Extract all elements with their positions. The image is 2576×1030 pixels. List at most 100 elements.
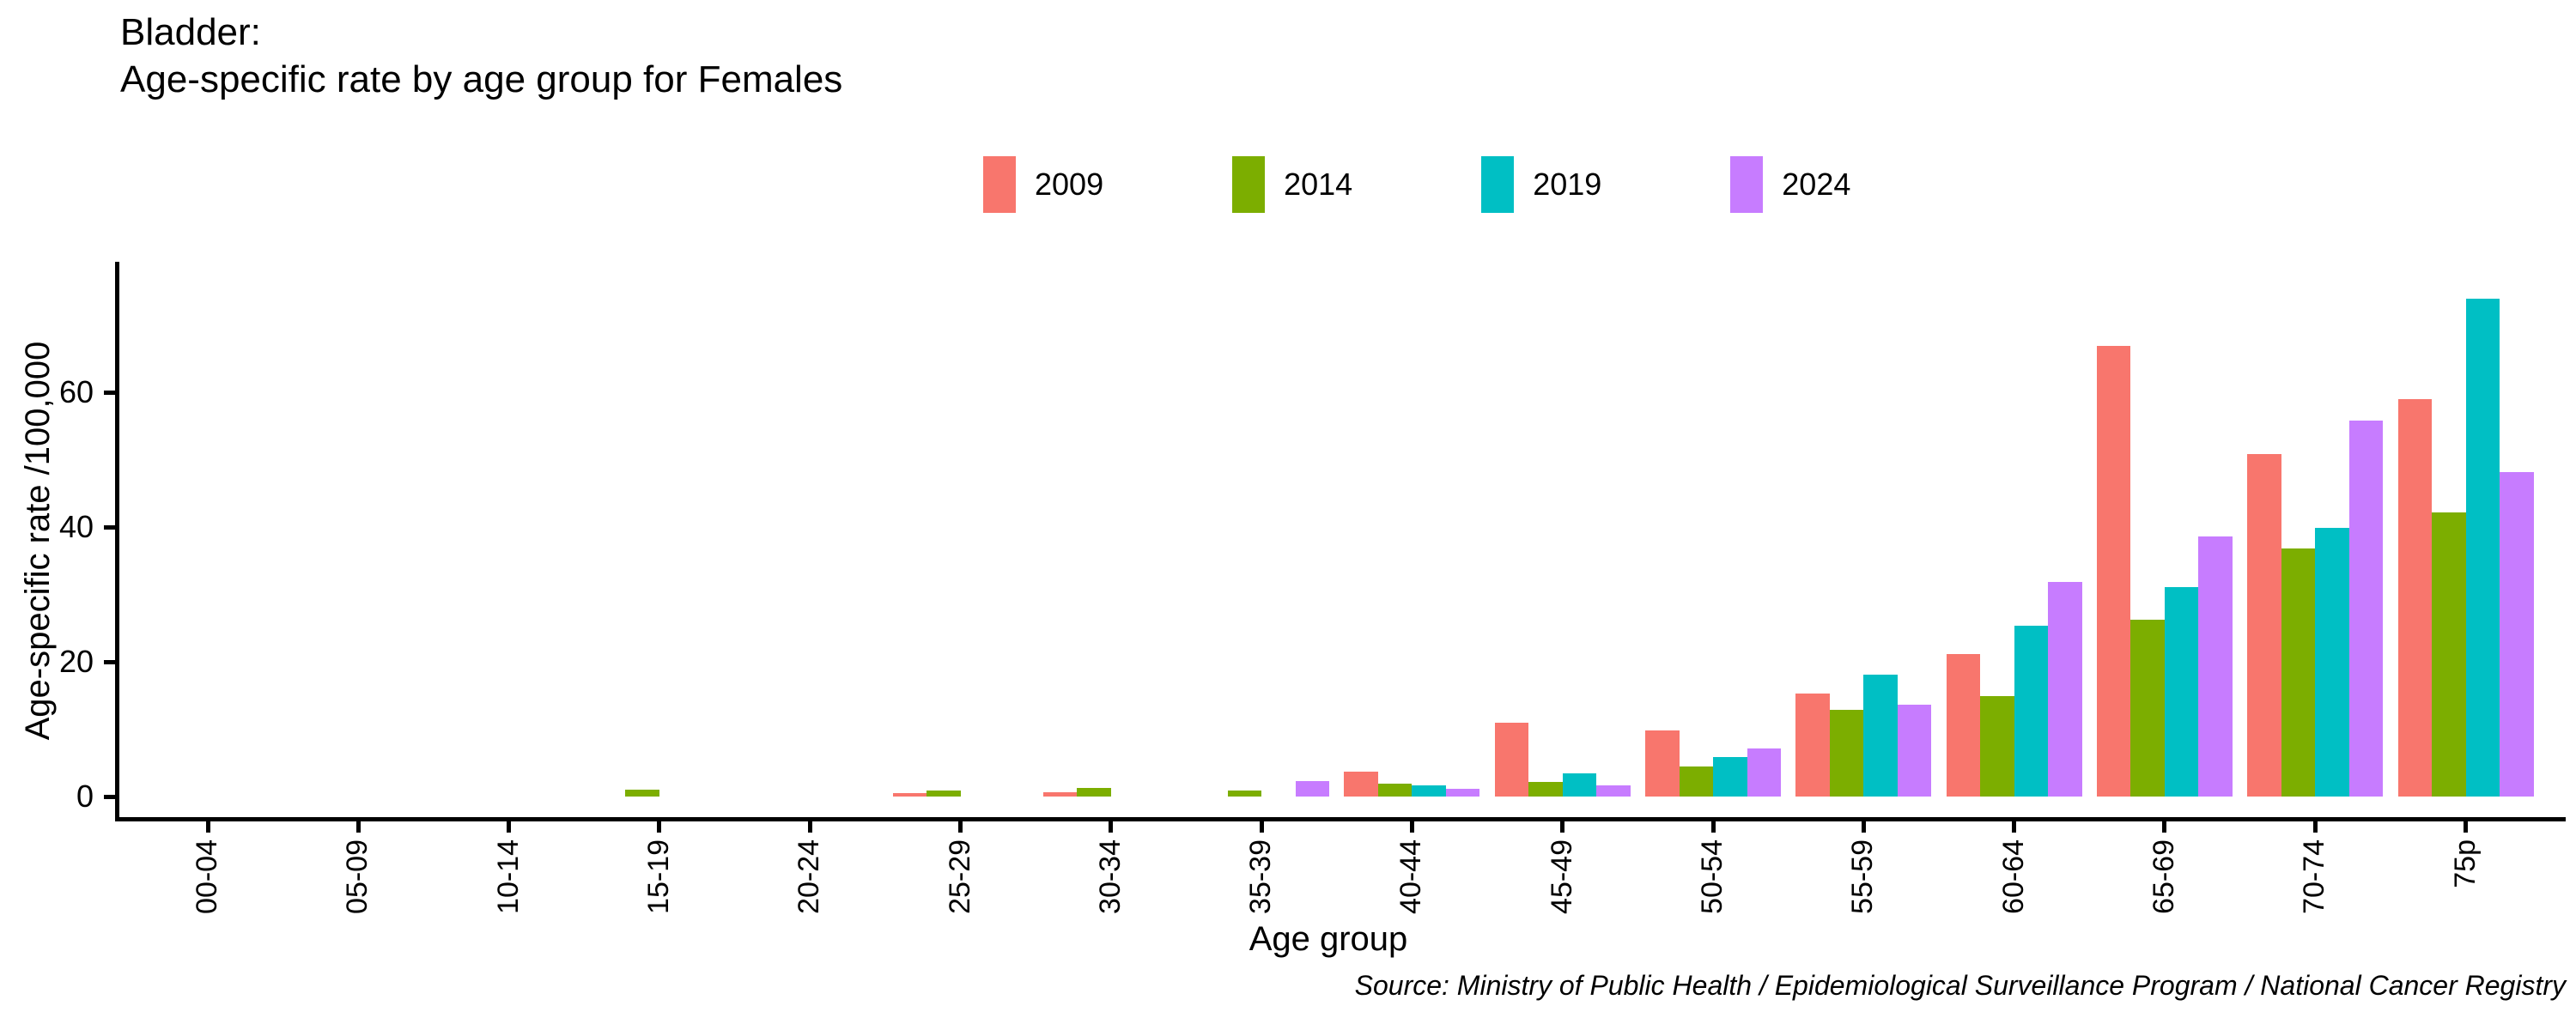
x-tick-label: 75p: [2448, 839, 2482, 888]
bar: [2432, 512, 2466, 797]
y-tick-label: 20: [58, 644, 94, 679]
y-tick-label: 0: [76, 779, 94, 814]
x-tick-label: 70-74: [2298, 839, 2331, 914]
x-tick-label: 35-39: [1244, 839, 1278, 914]
bar: [2247, 454, 2281, 797]
x-tick-mark: [657, 821, 662, 833]
bar: [1713, 757, 1747, 797]
bar: [1377, 784, 1413, 797]
bar: [2315, 527, 2349, 797]
bar: [2130, 619, 2165, 797]
x-tick-label: 00-04: [191, 839, 223, 914]
x-tick-mark: [807, 821, 812, 833]
x-tick-label: 60-64: [1996, 839, 2030, 914]
x-tick-mark: [1409, 821, 1414, 833]
bar: [1747, 748, 1781, 797]
legend-swatch-icon: [1232, 156, 1266, 213]
x-tick-mark: [1861, 821, 1866, 833]
bar: [2397, 398, 2432, 797]
x-tick-label: 05-09: [341, 839, 374, 914]
x-tick-label: 10-14: [491, 839, 525, 914]
bar: [2164, 586, 2199, 797]
bar: [927, 790, 961, 797]
bar: [2465, 298, 2500, 797]
bar: [2048, 581, 2082, 797]
legend: 2009 2014 2019 2024: [983, 156, 1850, 213]
bar: [1412, 785, 1446, 797]
source-credit: Source: Ministry of Public Health / Epid…: [1354, 970, 2566, 1001]
bar: [1077, 787, 1111, 797]
chart-title: Bladder: Age-specific rate by age group …: [120, 9, 842, 103]
bar: [1295, 780, 1330, 797]
x-tick-mark: [205, 821, 210, 833]
bar: [1344, 771, 1378, 797]
bar: [2014, 625, 2049, 797]
x-tick-mark: [507, 821, 512, 833]
bar: [2500, 471, 2534, 797]
bar: [2096, 345, 2131, 797]
legend-label: 2024: [1782, 167, 1851, 202]
bar: [1829, 709, 1864, 797]
x-tick-mark: [2162, 821, 2167, 833]
bar: [2348, 420, 2384, 797]
legend-swatch-icon: [1481, 156, 1515, 213]
x-tick-label: 50-54: [1696, 839, 1728, 914]
bar: [892, 793, 927, 797]
x-tick-mark: [355, 821, 361, 833]
legend-label: 2014: [1284, 167, 1353, 202]
y-tick-label: 60: [58, 374, 94, 409]
bar: [1863, 674, 1898, 797]
y-tick-label: 40: [58, 509, 94, 544]
x-tick-label: 25-29: [943, 839, 976, 914]
bar: [1897, 705, 1932, 797]
x-tick-label: 45-49: [1545, 839, 1578, 914]
y-tick-mark: [104, 390, 115, 395]
bar: [1679, 766, 1713, 797]
legend-item-2014: 2014: [1232, 156, 1352, 213]
bar: [1227, 790, 1262, 797]
legend-item-2024: 2024: [1730, 156, 1850, 213]
x-tick-mark: [1710, 821, 1716, 833]
bar: [1445, 788, 1480, 797]
x-tick-mark: [2312, 821, 2318, 833]
x-tick-mark: [1560, 821, 1565, 833]
x-tick-mark: [1259, 821, 1264, 833]
bar: [1042, 792, 1078, 797]
x-tick-label: 20-24: [793, 839, 826, 914]
x-tick-mark: [1109, 821, 1114, 833]
x-tick-mark: [958, 821, 963, 833]
legend-swatch-icon: [1730, 156, 1764, 213]
x-tick-mark: [2012, 821, 2017, 833]
y-axis-line: [115, 262, 119, 821]
legend-item-2019: 2019: [1481, 156, 1601, 213]
legend-label: 2009: [1035, 167, 1104, 202]
bar: [2198, 536, 2233, 797]
x-tick-label: 65-69: [2147, 839, 2180, 914]
bar: [1562, 772, 1597, 797]
bar: [1596, 785, 1631, 797]
x-tick-mark: [2464, 821, 2468, 833]
chart-title-line2: Age-specific rate by age group for Femal…: [120, 58, 843, 100]
legend-item-2009: 2009: [983, 156, 1103, 213]
x-tick-label: 15-19: [641, 839, 675, 914]
x-tick-label: 30-34: [1093, 839, 1127, 914]
legend-label: 2019: [1533, 167, 1602, 202]
y-tick-mark: [104, 659, 115, 664]
bar: [1528, 781, 1563, 797]
bar: [1980, 696, 2014, 797]
y-tick-mark: [104, 524, 115, 530]
x-axis-line: [115, 817, 2566, 821]
bar: [1946, 654, 1981, 797]
bar: [1494, 722, 1529, 797]
x-axis-title: Age group: [1249, 920, 1408, 958]
chart-title-line1: Bladder:: [120, 11, 261, 53]
bar: [625, 790, 659, 797]
legend-swatch-icon: [983, 156, 1016, 213]
bar: [1795, 693, 1830, 797]
y-tick-mark: [104, 794, 115, 799]
x-tick-label: 40-44: [1394, 839, 1428, 914]
bar: [1645, 730, 1680, 797]
bar: [2281, 548, 2316, 797]
x-tick-label: 55-59: [1846, 839, 1880, 914]
